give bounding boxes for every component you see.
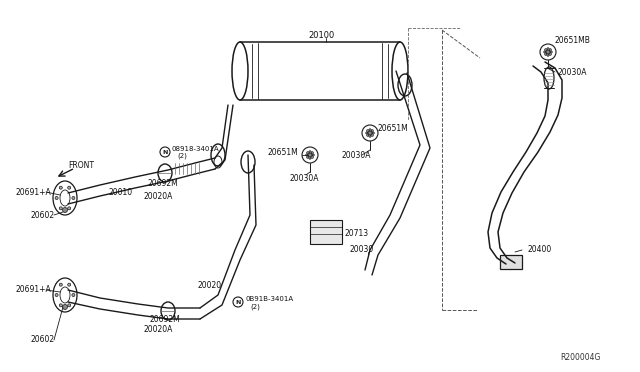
Ellipse shape [545, 49, 548, 52]
Circle shape [63, 208, 67, 212]
Circle shape [60, 186, 62, 189]
Ellipse shape [547, 52, 549, 56]
Circle shape [72, 196, 75, 199]
Circle shape [60, 304, 62, 307]
Text: 20691+A: 20691+A [15, 187, 51, 196]
Text: 20602: 20602 [30, 211, 54, 219]
Circle shape [68, 304, 70, 307]
Ellipse shape [369, 129, 371, 133]
Ellipse shape [310, 155, 313, 158]
Circle shape [60, 283, 62, 286]
Ellipse shape [310, 154, 314, 156]
Ellipse shape [548, 52, 551, 55]
Text: 20020A: 20020A [143, 192, 172, 201]
Circle shape [68, 186, 70, 189]
Ellipse shape [369, 133, 371, 137]
Circle shape [72, 294, 75, 296]
Text: (2): (2) [177, 153, 187, 159]
Text: N: N [236, 299, 241, 305]
Ellipse shape [370, 132, 374, 134]
Text: 20020: 20020 [198, 280, 222, 289]
Circle shape [546, 50, 550, 54]
Text: 20692M: 20692M [148, 179, 179, 187]
Circle shape [60, 207, 62, 210]
Ellipse shape [548, 49, 551, 52]
Text: 20691+A: 20691+A [15, 285, 51, 295]
Circle shape [55, 294, 58, 296]
Text: 20713: 20713 [345, 228, 369, 237]
Circle shape [368, 131, 372, 135]
Ellipse shape [544, 51, 548, 53]
Text: 20651MB: 20651MB [555, 35, 591, 45]
Text: R200004G: R200004G [560, 353, 600, 362]
Ellipse shape [308, 151, 311, 155]
Text: 20030A: 20030A [558, 67, 588, 77]
Text: 20692M: 20692M [150, 315, 180, 324]
Text: 20602: 20602 [30, 336, 54, 344]
Text: N: N [163, 150, 168, 154]
Text: FRONT: FRONT [68, 160, 94, 170]
Ellipse shape [370, 130, 373, 133]
Ellipse shape [367, 130, 370, 133]
Ellipse shape [545, 52, 548, 55]
Text: 20400: 20400 [528, 246, 552, 254]
Ellipse shape [310, 152, 313, 155]
Circle shape [55, 196, 58, 199]
Text: 20100: 20100 [308, 31, 334, 39]
Circle shape [68, 283, 70, 286]
Ellipse shape [547, 48, 549, 52]
Circle shape [68, 207, 70, 210]
Circle shape [233, 297, 243, 307]
Ellipse shape [370, 133, 373, 136]
Text: 20651M: 20651M [268, 148, 299, 157]
Text: 0B91B-3401A: 0B91B-3401A [245, 296, 293, 302]
Bar [500, 255, 522, 269]
Text: 08918-3401A: 08918-3401A [172, 146, 220, 152]
Text: 20010: 20010 [108, 187, 132, 196]
Circle shape [160, 147, 170, 157]
Ellipse shape [308, 155, 311, 159]
Ellipse shape [367, 133, 370, 136]
Text: 20651M: 20651M [378, 124, 409, 132]
Ellipse shape [307, 152, 310, 155]
Ellipse shape [365, 132, 370, 134]
Text: 20030A: 20030A [342, 151, 371, 160]
Ellipse shape [306, 154, 310, 156]
Text: 20030: 20030 [350, 246, 374, 254]
Circle shape [308, 153, 312, 157]
Text: 20020A: 20020A [143, 326, 172, 334]
Ellipse shape [548, 51, 552, 53]
Text: 20030A: 20030A [290, 173, 319, 183]
Ellipse shape [307, 155, 310, 158]
Text: (2): (2) [250, 304, 260, 310]
Circle shape [63, 305, 67, 310]
Bar [310, 220, 342, 244]
